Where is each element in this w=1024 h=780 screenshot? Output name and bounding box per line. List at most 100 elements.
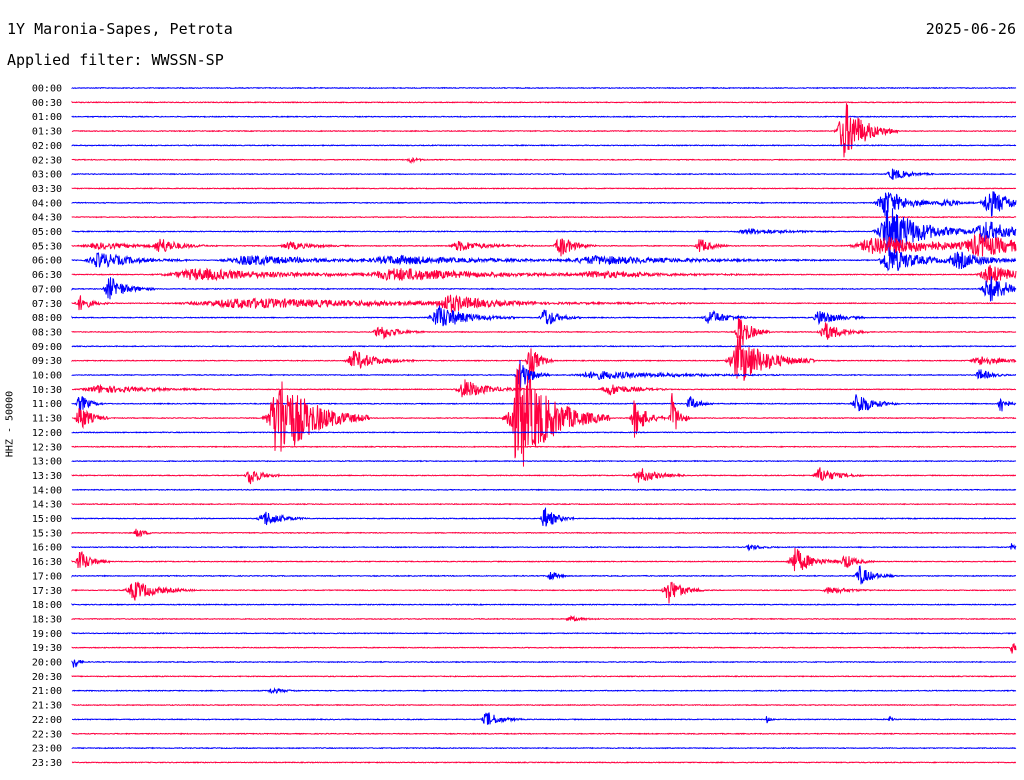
time-label: 08:00 (32, 313, 62, 324)
trace-line (71, 86, 1017, 90)
time-label: 02:00 (32, 141, 62, 152)
trace-line (71, 144, 1017, 147)
time-label: 12:30 (32, 442, 62, 453)
time-label: 06:00 (32, 256, 62, 267)
time-label: 04:00 (32, 198, 62, 209)
trace-line (71, 208, 1017, 257)
trace-line (71, 318, 1017, 346)
trace-line (71, 103, 1017, 158)
trace-line (71, 543, 1017, 552)
trace-line (71, 687, 1017, 694)
date-label: 2025-06-26 (925, 20, 1016, 38)
trace-line (71, 703, 1017, 707)
trace-line (71, 746, 1017, 750)
trace-line (71, 467, 1016, 485)
time-label: 19:00 (32, 629, 62, 640)
trace-line (71, 732, 1017, 735)
trace-line (71, 528, 1017, 538)
trace-line (71, 445, 1017, 448)
time-label: 04:30 (32, 213, 62, 224)
trace-line (71, 100, 1017, 104)
time-label: 15:30 (32, 528, 62, 539)
time-label: 22:30 (32, 729, 62, 740)
trace-line (71, 631, 1017, 635)
trace-line (71, 615, 1016, 622)
time-label: 14:00 (32, 485, 62, 496)
time-label: 01:30 (32, 127, 62, 138)
trace-line (71, 761, 1017, 764)
time-label: 20:00 (32, 658, 62, 669)
time-label: 21:30 (32, 701, 62, 712)
time-label: 09:30 (32, 356, 62, 367)
time-label: 19:30 (32, 643, 62, 654)
time-label: 12:00 (32, 428, 62, 439)
time-label: 00:30 (32, 98, 62, 109)
time-label: 15:00 (32, 514, 62, 525)
trace-line (71, 305, 1017, 327)
time-label: 14:30 (32, 500, 62, 511)
time-label: 05:30 (32, 241, 62, 252)
trace-line (72, 712, 1017, 725)
filter-label: Applied filter: WWSSN-SP (7, 51, 224, 69)
time-label: 22:00 (32, 715, 62, 726)
time-label: 03:30 (32, 184, 62, 195)
trace-line (71, 276, 1017, 302)
time-label: 23:00 (32, 744, 62, 755)
trace-line (71, 364, 1017, 467)
time-label: 11:00 (32, 399, 62, 410)
time-label: 08:30 (32, 327, 62, 338)
trace-line (71, 602, 1017, 606)
time-label: 01:00 (32, 112, 62, 123)
trace-line (71, 249, 1017, 272)
trace-line (72, 488, 1017, 492)
trace-line (71, 359, 1017, 389)
time-label: 23:30 (32, 758, 62, 769)
trace-line (71, 547, 1017, 572)
time-label: 07:30 (32, 299, 62, 310)
trace-line (71, 335, 1017, 381)
trace-line (71, 156, 1017, 165)
trace-line (71, 431, 1017, 434)
time-label: 17:00 (32, 571, 62, 582)
station-title: 1Y Maronia-Sapes, Petrota (7, 20, 233, 38)
trace-line (71, 565, 1016, 585)
time-label: 11:30 (32, 414, 62, 425)
trace-line (71, 345, 1017, 348)
trace-line (71, 191, 1017, 218)
time-label: 20:30 (32, 672, 62, 683)
trace-line (71, 581, 1017, 604)
time-label: 05:00 (32, 227, 62, 238)
time-label: 17:30 (32, 586, 62, 597)
time-label: 18:30 (32, 614, 62, 625)
time-label: 13:00 (32, 457, 62, 468)
time-label: 13:30 (32, 471, 62, 482)
trace-line (71, 675, 1017, 678)
time-label: 07:00 (32, 284, 62, 295)
trace-line (71, 168, 1017, 180)
trace-line (71, 394, 1017, 413)
trace-line (71, 215, 1017, 219)
trace-line (71, 502, 1017, 506)
time-label: 21:00 (32, 686, 62, 697)
trace-line (71, 659, 1017, 668)
time-label: 00:00 (32, 84, 62, 95)
time-label: 03:00 (32, 170, 62, 181)
time-label: 16:00 (32, 543, 62, 554)
trace-line (71, 459, 1017, 463)
time-label: 10:30 (32, 385, 62, 396)
trace-line (71, 233, 1017, 257)
trace-line (71, 115, 1017, 118)
trace-line (71, 379, 1017, 398)
time-label: 02:30 (32, 155, 62, 166)
time-label: 06:30 (32, 270, 62, 281)
trace-line (71, 507, 1017, 527)
trace-line (71, 294, 1017, 313)
time-label: 09:00 (32, 342, 62, 353)
trace-line (71, 643, 1017, 654)
trace-line (71, 264, 1017, 284)
time-label: 16:30 (32, 557, 62, 568)
time-label: 10:00 (32, 371, 62, 382)
trace-line (71, 187, 1017, 190)
time-label: 18:00 (32, 600, 62, 611)
